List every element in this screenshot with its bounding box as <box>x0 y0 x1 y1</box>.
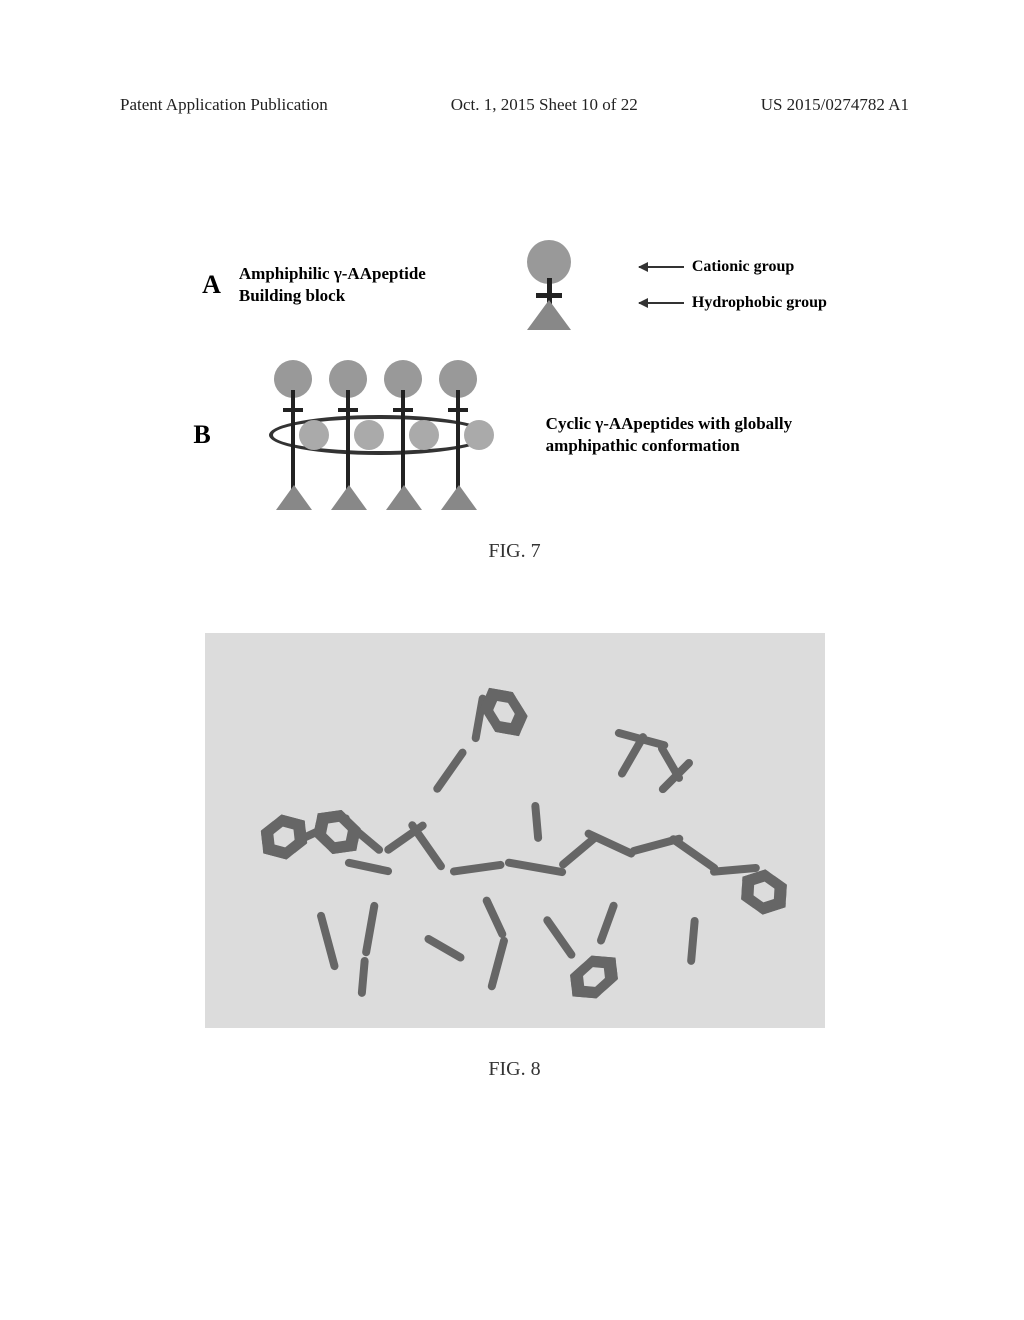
figure-7-part-a: A Amphiphilic γ-AApeptide Building block… <box>135 240 895 330</box>
molecule-bond-icon <box>431 747 467 794</box>
cross-icon <box>338 408 358 412</box>
molecule-bond-icon <box>541 915 576 961</box>
stem-icon <box>456 390 460 500</box>
figure-7b-text-line1: Cyclic γ-AApeptides with globally <box>546 414 792 433</box>
figure-7a-letter: A <box>202 270 221 300</box>
molecule-bond-icon <box>486 936 508 991</box>
figure-7-part-b: B <box>135 360 895 510</box>
cationic-label: Cationic group <box>692 258 794 276</box>
cross-icon <box>448 408 468 412</box>
figure-7b-text: Cyclic γ-AApeptides with globally amphip… <box>546 413 836 457</box>
arrow-icon <box>639 302 684 304</box>
arrow-icon <box>639 266 684 268</box>
hydrophobic-label: Hydrophobic group <box>692 294 827 312</box>
hydrophobic-triangle-icon <box>527 300 571 330</box>
stem-icon <box>291 390 295 500</box>
aromatic-ring-icon <box>476 683 530 741</box>
figure-7a-left-group: A Amphiphilic γ-AApeptide Building block <box>202 263 459 307</box>
arrow-labels-group: Cationic group Hydrophobic group <box>639 258 827 312</box>
cyclic-unit <box>436 360 481 510</box>
inner-circle-icon <box>299 420 329 450</box>
cross-icon <box>536 293 562 298</box>
figure-7a-title-line1: Amphiphilic γ-AApeptide <box>239 264 426 283</box>
hydrophobic-triangle-icon <box>441 485 477 510</box>
cross-icon <box>283 408 303 412</box>
header-right: US 2015/0274782 A1 <box>761 95 909 115</box>
molecule-bond-icon <box>316 911 339 971</box>
molecule-bond-icon <box>361 901 378 957</box>
figure-8: FIG. 8 <box>205 633 825 1081</box>
molecule-bond-icon <box>449 860 505 876</box>
header-left: Patent Application Publication <box>120 95 328 115</box>
inner-circle-icon <box>464 420 494 450</box>
molecule-bond-icon <box>595 901 618 946</box>
cationic-label-row: Cationic group <box>639 258 827 276</box>
figure-7: A Amphiphilic γ-AApeptide Building block… <box>135 240 895 563</box>
aromatic-ring-icon <box>559 952 628 1002</box>
molecule-bond-icon <box>481 895 507 939</box>
molecule-bond-icon <box>531 802 542 843</box>
hydrophobic-triangle-icon <box>386 485 422 510</box>
figure-8-caption: FIG. 8 <box>205 1058 825 1081</box>
figure-7a-title: Amphiphilic γ-AApeptide Building block <box>239 263 459 307</box>
inner-circle-icon <box>354 420 384 450</box>
hydrophobic-label-row: Hydrophobic group <box>639 294 827 312</box>
cyclic-unit <box>326 360 371 510</box>
stem-icon <box>401 390 405 500</box>
molecule-bond-icon <box>686 917 698 966</box>
cyclic-diagram-icon <box>251 360 511 510</box>
molecule-bond-icon <box>504 858 566 877</box>
molecule-bond-icon <box>423 934 466 963</box>
figures-area: A Amphiphilic γ-AApeptide Building block… <box>120 240 909 1081</box>
molecular-render <box>205 633 825 1028</box>
aromatic-ring-icon <box>304 806 368 859</box>
building-block-icon <box>519 240 579 330</box>
figure-7a-title-line2: Building block <box>239 286 345 305</box>
inner-circle-icon <box>409 420 439 450</box>
molecule-bond-icon <box>357 957 368 998</box>
cyclic-unit <box>381 360 426 510</box>
figure-7b-letter: B <box>193 420 210 450</box>
stem-icon <box>346 390 350 500</box>
page-header: Patent Application Publication Oct. 1, 2… <box>120 95 909 115</box>
molecule-bond-icon <box>344 858 393 876</box>
figure-7-caption: FIG. 7 <box>135 540 895 563</box>
header-center: Oct. 1, 2015 Sheet 10 of 22 <box>451 95 638 115</box>
cross-icon <box>393 408 413 412</box>
figure-7b-text-line2: amphipathic conformation <box>546 436 740 455</box>
hydrophobic-triangle-icon <box>331 485 367 510</box>
hydrophobic-triangle-icon <box>276 485 312 510</box>
cyclic-unit <box>271 360 316 510</box>
